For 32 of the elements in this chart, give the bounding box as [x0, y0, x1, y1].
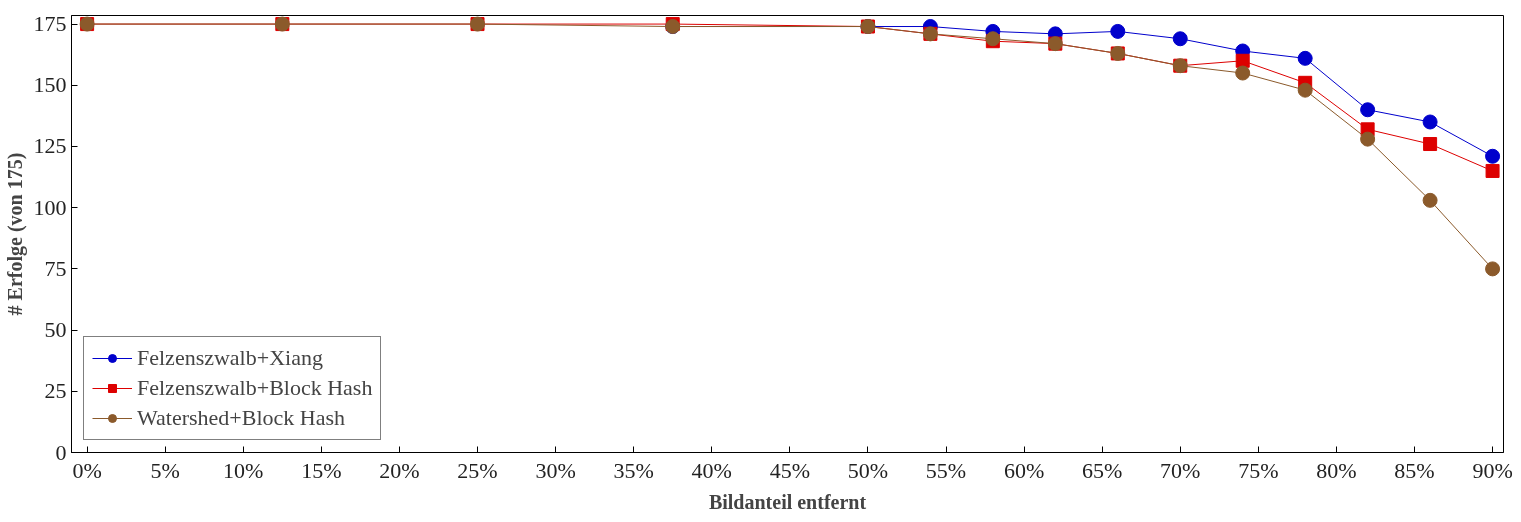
legend-label: Felzenszwalb+Block Hash [137, 375, 373, 401]
y-tick-label: 175 [33, 11, 67, 37]
x-tick-label: 85% [1394, 457, 1435, 483]
legend-label: Watershed+Block Hash [137, 405, 345, 431]
x-tick-label: 55% [925, 457, 967, 483]
x-tick-label: 75% [1238, 457, 1279, 483]
y-tick-label: 100 [33, 194, 67, 220]
x-tick-label: 20% [379, 457, 420, 483]
x-tick-label: 25% [457, 457, 498, 483]
x-tick-label: 0% [72, 457, 102, 483]
legend-label: Felzenszwalb+Xiang [137, 345, 323, 371]
x-tick-label: 5% [150, 457, 180, 483]
x-tick-label: 15% [301, 457, 342, 483]
x-axis-title: Bildanteil entfernt [708, 490, 867, 513]
y-tick-label: 0 [55, 439, 67, 465]
y-axis-title: # Erfolge (von 175) [3, 152, 27, 316]
x-tick-label: 45% [769, 457, 811, 483]
y-tick-label: 125 [33, 133, 67, 159]
x-tick-label: 70% [1160, 457, 1201, 483]
x-tick-label: 50% [847, 457, 889, 483]
x-tick-label: 10% [223, 457, 264, 483]
x-tick-label: 40% [691, 457, 732, 483]
x-tick-label: 90% [1472, 457, 1513, 483]
x-tick-label: 35% [613, 457, 654, 483]
y-tick-label: 150 [33, 72, 67, 98]
y-tick-label: 50 [44, 317, 67, 343]
x-tick-label: 65% [1082, 457, 1123, 483]
x-tick-label: 30% [535, 457, 576, 483]
y-tick-label: 75 [44, 255, 67, 281]
x-tick-label: 60% [1003, 457, 1045, 483]
x-tick-label: 80% [1316, 457, 1357, 483]
y-tick-label: 25 [44, 378, 67, 404]
